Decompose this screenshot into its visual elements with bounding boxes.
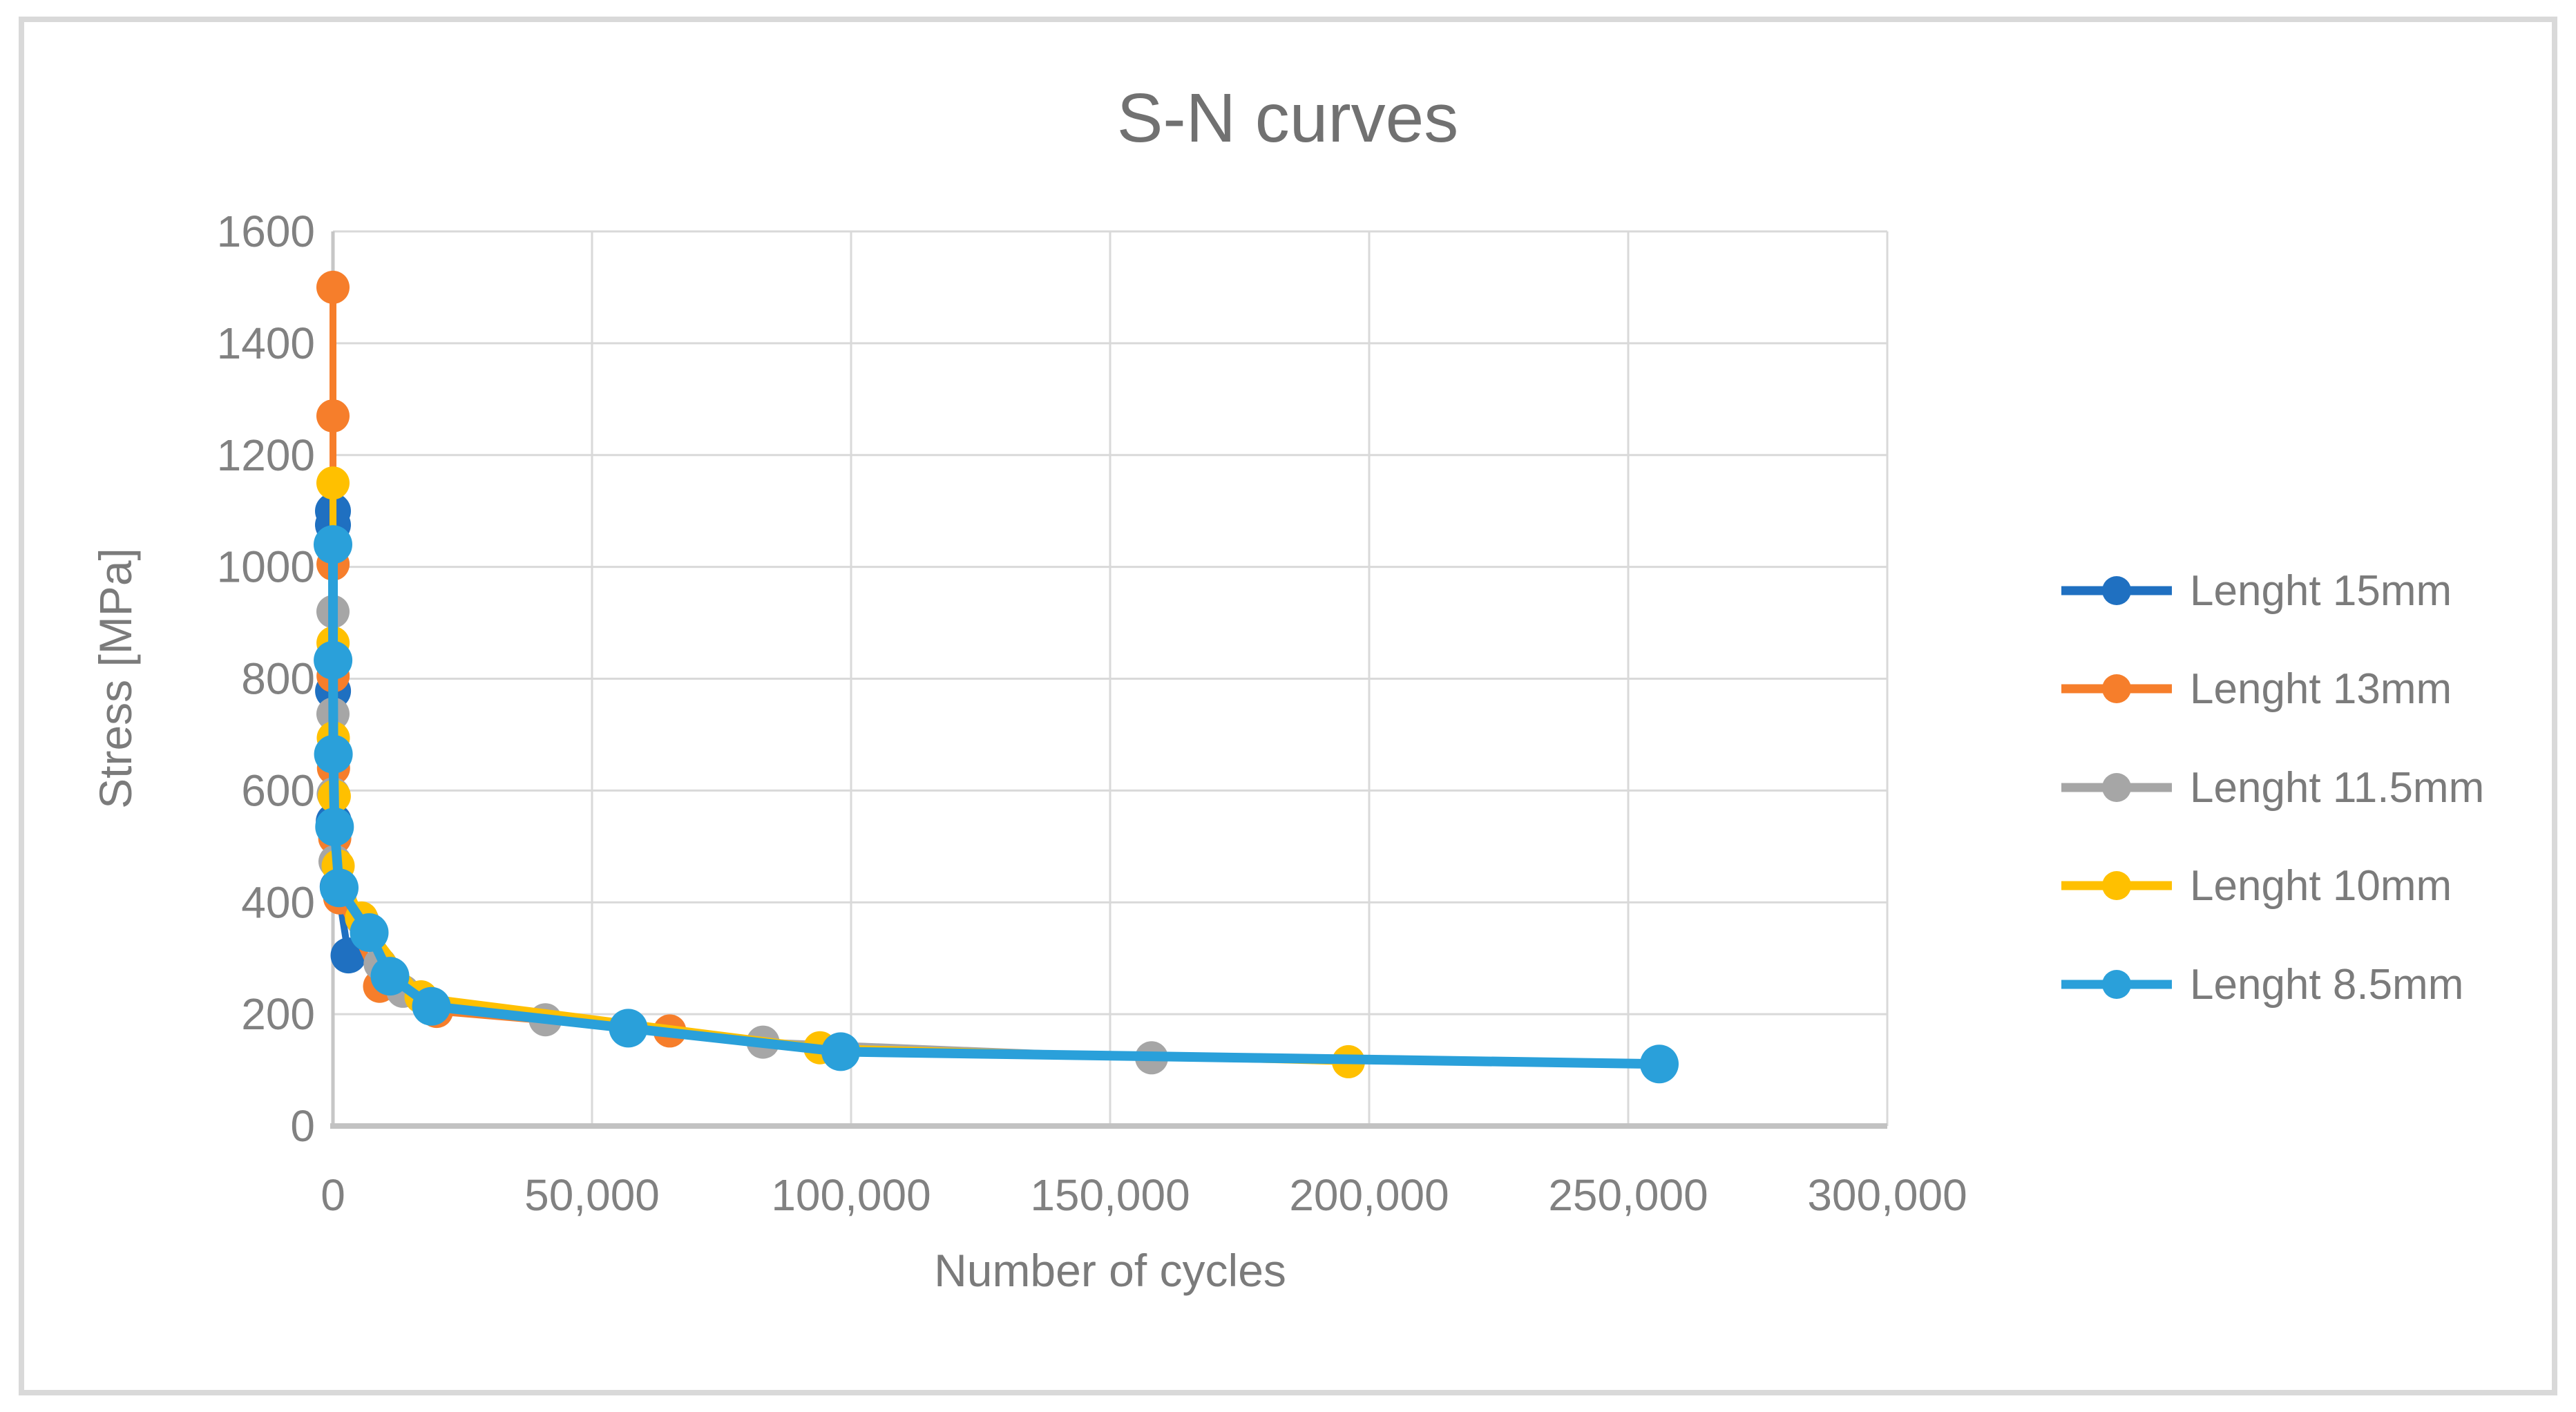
x-tick-label: 0: [321, 1170, 345, 1220]
y-tick-label: 0: [290, 1101, 315, 1151]
y-tick-label: 400: [241, 877, 315, 927]
data-point-lenght-13mm: [316, 270, 350, 304]
legend-label: Lenght 10mm: [2190, 861, 2452, 910]
data-point-lenght-8.5mm: [314, 525, 352, 564]
y-axis-title: Stress [MPa]: [90, 548, 141, 809]
x-tick-label: 150,000: [1030, 1170, 1190, 1220]
legend-label: Lenght 13mm: [2190, 665, 2452, 713]
series-line-lenght-8.5mm: [328, 540, 1664, 1069]
legend-marker-line-icon: [2061, 576, 2172, 605]
legend-marker-line-icon: [2061, 871, 2172, 900]
series-line-lenght-10mm: [330, 479, 1352, 1065]
data-point-lenght-8.5mm: [1640, 1044, 1679, 1084]
chart-title: S-N curves: [1117, 79, 1459, 157]
legend-item: Lenght 10mm: [2059, 855, 2452, 917]
y-tick-label: 200: [241, 989, 315, 1039]
series-layer: [314, 270, 1679, 1084]
legend-label: Lenght 11.5mm: [2190, 763, 2485, 812]
data-point-lenght-8.5mm: [314, 640, 353, 680]
legend-item: Lenght 15mm: [2059, 560, 2452, 622]
legend-item: Lenght 11.5mm: [2059, 756, 2484, 819]
data-point-lenght-8.5mm: [350, 913, 389, 952]
tick-labels: 0 50,000 100,000 150,000 200,000 250,000 300,0…: [217, 207, 1967, 1220]
legend-item: Lenght 13mm: [2059, 658, 2452, 720]
data-point-lenght-8.5mm: [315, 808, 354, 846]
y-tick-label: 1000: [217, 542, 315, 592]
legend-marker-line-icon: [2061, 674, 2172, 703]
data-point-lenght-8.5mm: [821, 1032, 860, 1071]
y-tick-label: 1400: [217, 318, 315, 368]
x-tick-label: 200,000: [1289, 1170, 1449, 1220]
legend-marker-line-icon: [2061, 970, 2172, 999]
y-tick-label: 1200: [217, 430, 315, 480]
series-line-lenght-13mm: [330, 283, 674, 1035]
gridlines: [330, 230, 1889, 1129]
data-point-lenght-8.5mm: [314, 734, 353, 774]
y-tick-label: 1600: [217, 207, 315, 256]
legend-label: Lenght 8.5mm: [2190, 960, 2464, 1009]
x-tick-label: 100,000: [771, 1170, 931, 1220]
y-tick-label: 600: [241, 765, 315, 815]
data-point-lenght-8.5mm: [370, 957, 410, 996]
data-point-lenght-10mm: [316, 466, 350, 500]
data-point-lenght-13mm: [316, 399, 350, 433]
legend-item: Lenght 8.5mm: [2059, 953, 2463, 1015]
data-point-lenght-8.5mm: [320, 868, 359, 908]
x-axis-title: Number of cycles: [934, 1245, 1286, 1296]
legend-marker-line-icon: [2061, 773, 2172, 802]
legend-label: Lenght 15mm: [2190, 566, 2452, 615]
x-tick-label: 300,000: [1807, 1170, 1967, 1220]
data-point-lenght-8.5mm: [609, 1009, 648, 1048]
data-point-lenght-8.5mm: [412, 986, 451, 1026]
x-tick-label: 250,000: [1548, 1170, 1708, 1220]
x-tick-label: 50,000: [524, 1170, 660, 1220]
y-tick-label: 800: [241, 654, 315, 704]
